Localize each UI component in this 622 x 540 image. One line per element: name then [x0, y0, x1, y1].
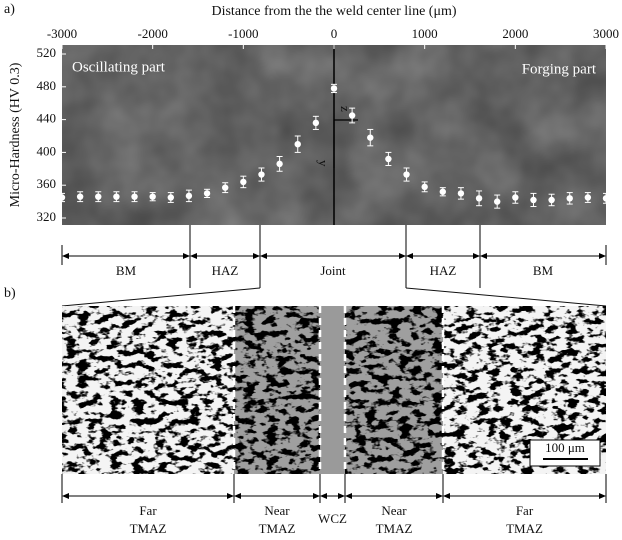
arrow-head — [399, 253, 406, 259]
point — [76, 193, 84, 200]
point — [403, 171, 410, 178]
x-tick-label: 1000 — [412, 26, 438, 41]
y-axis-label: Micro-Hardness (HV 0.3) — [8, 62, 23, 207]
point — [149, 193, 156, 200]
x-tick-label: -1000 — [228, 26, 258, 41]
y-tick-label: 360 — [37, 176, 57, 191]
arrow-head — [480, 253, 487, 259]
point — [185, 192, 193, 200]
arrow-head — [599, 253, 606, 259]
point — [95, 193, 102, 200]
arrow-head — [406, 253, 413, 259]
x-tick-label: -2000 — [137, 26, 167, 41]
scale-box — [529, 439, 601, 467]
point — [203, 190, 211, 197]
zone-label: Near — [381, 503, 407, 518]
chart-title: Distance from the the weld center line (… — [211, 4, 456, 19]
arrow-head — [234, 493, 241, 499]
frame-label: y — [316, 160, 331, 167]
point — [602, 195, 610, 202]
x-tick-label: -3000 — [47, 26, 77, 41]
panel-label: b) — [4, 286, 16, 301]
zone-label: Far — [139, 503, 157, 518]
arrow-head — [227, 493, 234, 499]
zone-label: TMAZ — [506, 521, 543, 536]
y-tick-label: 480 — [37, 78, 57, 93]
point — [566, 195, 573, 202]
connector — [61, 287, 261, 307]
point — [367, 134, 374, 141]
point — [512, 194, 519, 201]
point — [258, 171, 265, 178]
arrow-head — [320, 493, 327, 499]
zones-b: Far TMAZ Near TMAZ WCZ Near TMAZ Far TMAZ — [61, 474, 607, 536]
point — [131, 193, 138, 200]
point — [457, 190, 465, 197]
point — [222, 184, 229, 191]
y-tick-label: 320 — [37, 209, 57, 224]
connector — [405, 287, 607, 307]
zone-label: TMAZ — [376, 521, 413, 536]
near-zone-shade — [345, 306, 443, 474]
arrow-head — [599, 493, 606, 499]
point — [548, 196, 555, 204]
zone-label: HAZ — [430, 263, 457, 278]
zone-label: WCZ — [318, 511, 347, 526]
point — [475, 195, 483, 202]
near-zone-shade — [234, 306, 320, 474]
panel-label: a) — [4, 2, 15, 17]
frame-label: z — [338, 106, 353, 112]
zone-label: BM — [533, 263, 554, 278]
y-tick-label: 440 — [37, 111, 57, 126]
wcz-band — [320, 306, 345, 474]
point — [494, 198, 501, 205]
point — [330, 85, 338, 92]
zone-label: TMAZ — [130, 521, 167, 536]
zone-label: Near — [264, 503, 290, 518]
arrow-head — [183, 253, 190, 259]
x-tick-label: 3000 — [593, 26, 619, 41]
arrow-head — [473, 253, 480, 259]
scale-label: 100 μm — [545, 440, 585, 455]
arrow-head — [436, 493, 443, 499]
arrow-head — [338, 493, 345, 499]
point — [421, 183, 428, 191]
arrow-head — [190, 253, 197, 259]
annotation: Forging part — [522, 61, 597, 77]
arrow-head — [345, 493, 352, 499]
point — [294, 141, 301, 148]
point — [58, 194, 66, 201]
zone-label: TMAZ — [259, 521, 296, 536]
zone-label: HAZ — [212, 263, 239, 278]
point — [439, 188, 446, 195]
zone-label: Joint — [320, 263, 346, 278]
point — [584, 194, 592, 201]
point — [385, 155, 392, 163]
point — [348, 112, 356, 119]
arrow-head — [443, 493, 450, 499]
x-tick-label: 2000 — [502, 26, 528, 41]
zone-label: Far — [516, 503, 534, 518]
point — [276, 160, 283, 168]
arrow-head — [253, 253, 260, 259]
point — [113, 193, 120, 200]
y-tick-label: 400 — [37, 143, 57, 158]
zone-label: BM — [116, 263, 137, 278]
y-tick-label: 520 — [37, 45, 57, 60]
arrow-head — [260, 253, 267, 259]
zones-a: BM HAZ Joint HAZ BM — [61, 225, 607, 288]
annotation: Oscillating part — [72, 59, 166, 75]
arrow-head — [62, 493, 69, 499]
x-tick-label: 0 — [331, 26, 338, 41]
arrow-head — [62, 253, 69, 259]
point — [167, 194, 174, 201]
point — [240, 178, 247, 186]
point — [530, 196, 537, 204]
arrow-head — [313, 493, 320, 499]
point — [312, 119, 320, 127]
